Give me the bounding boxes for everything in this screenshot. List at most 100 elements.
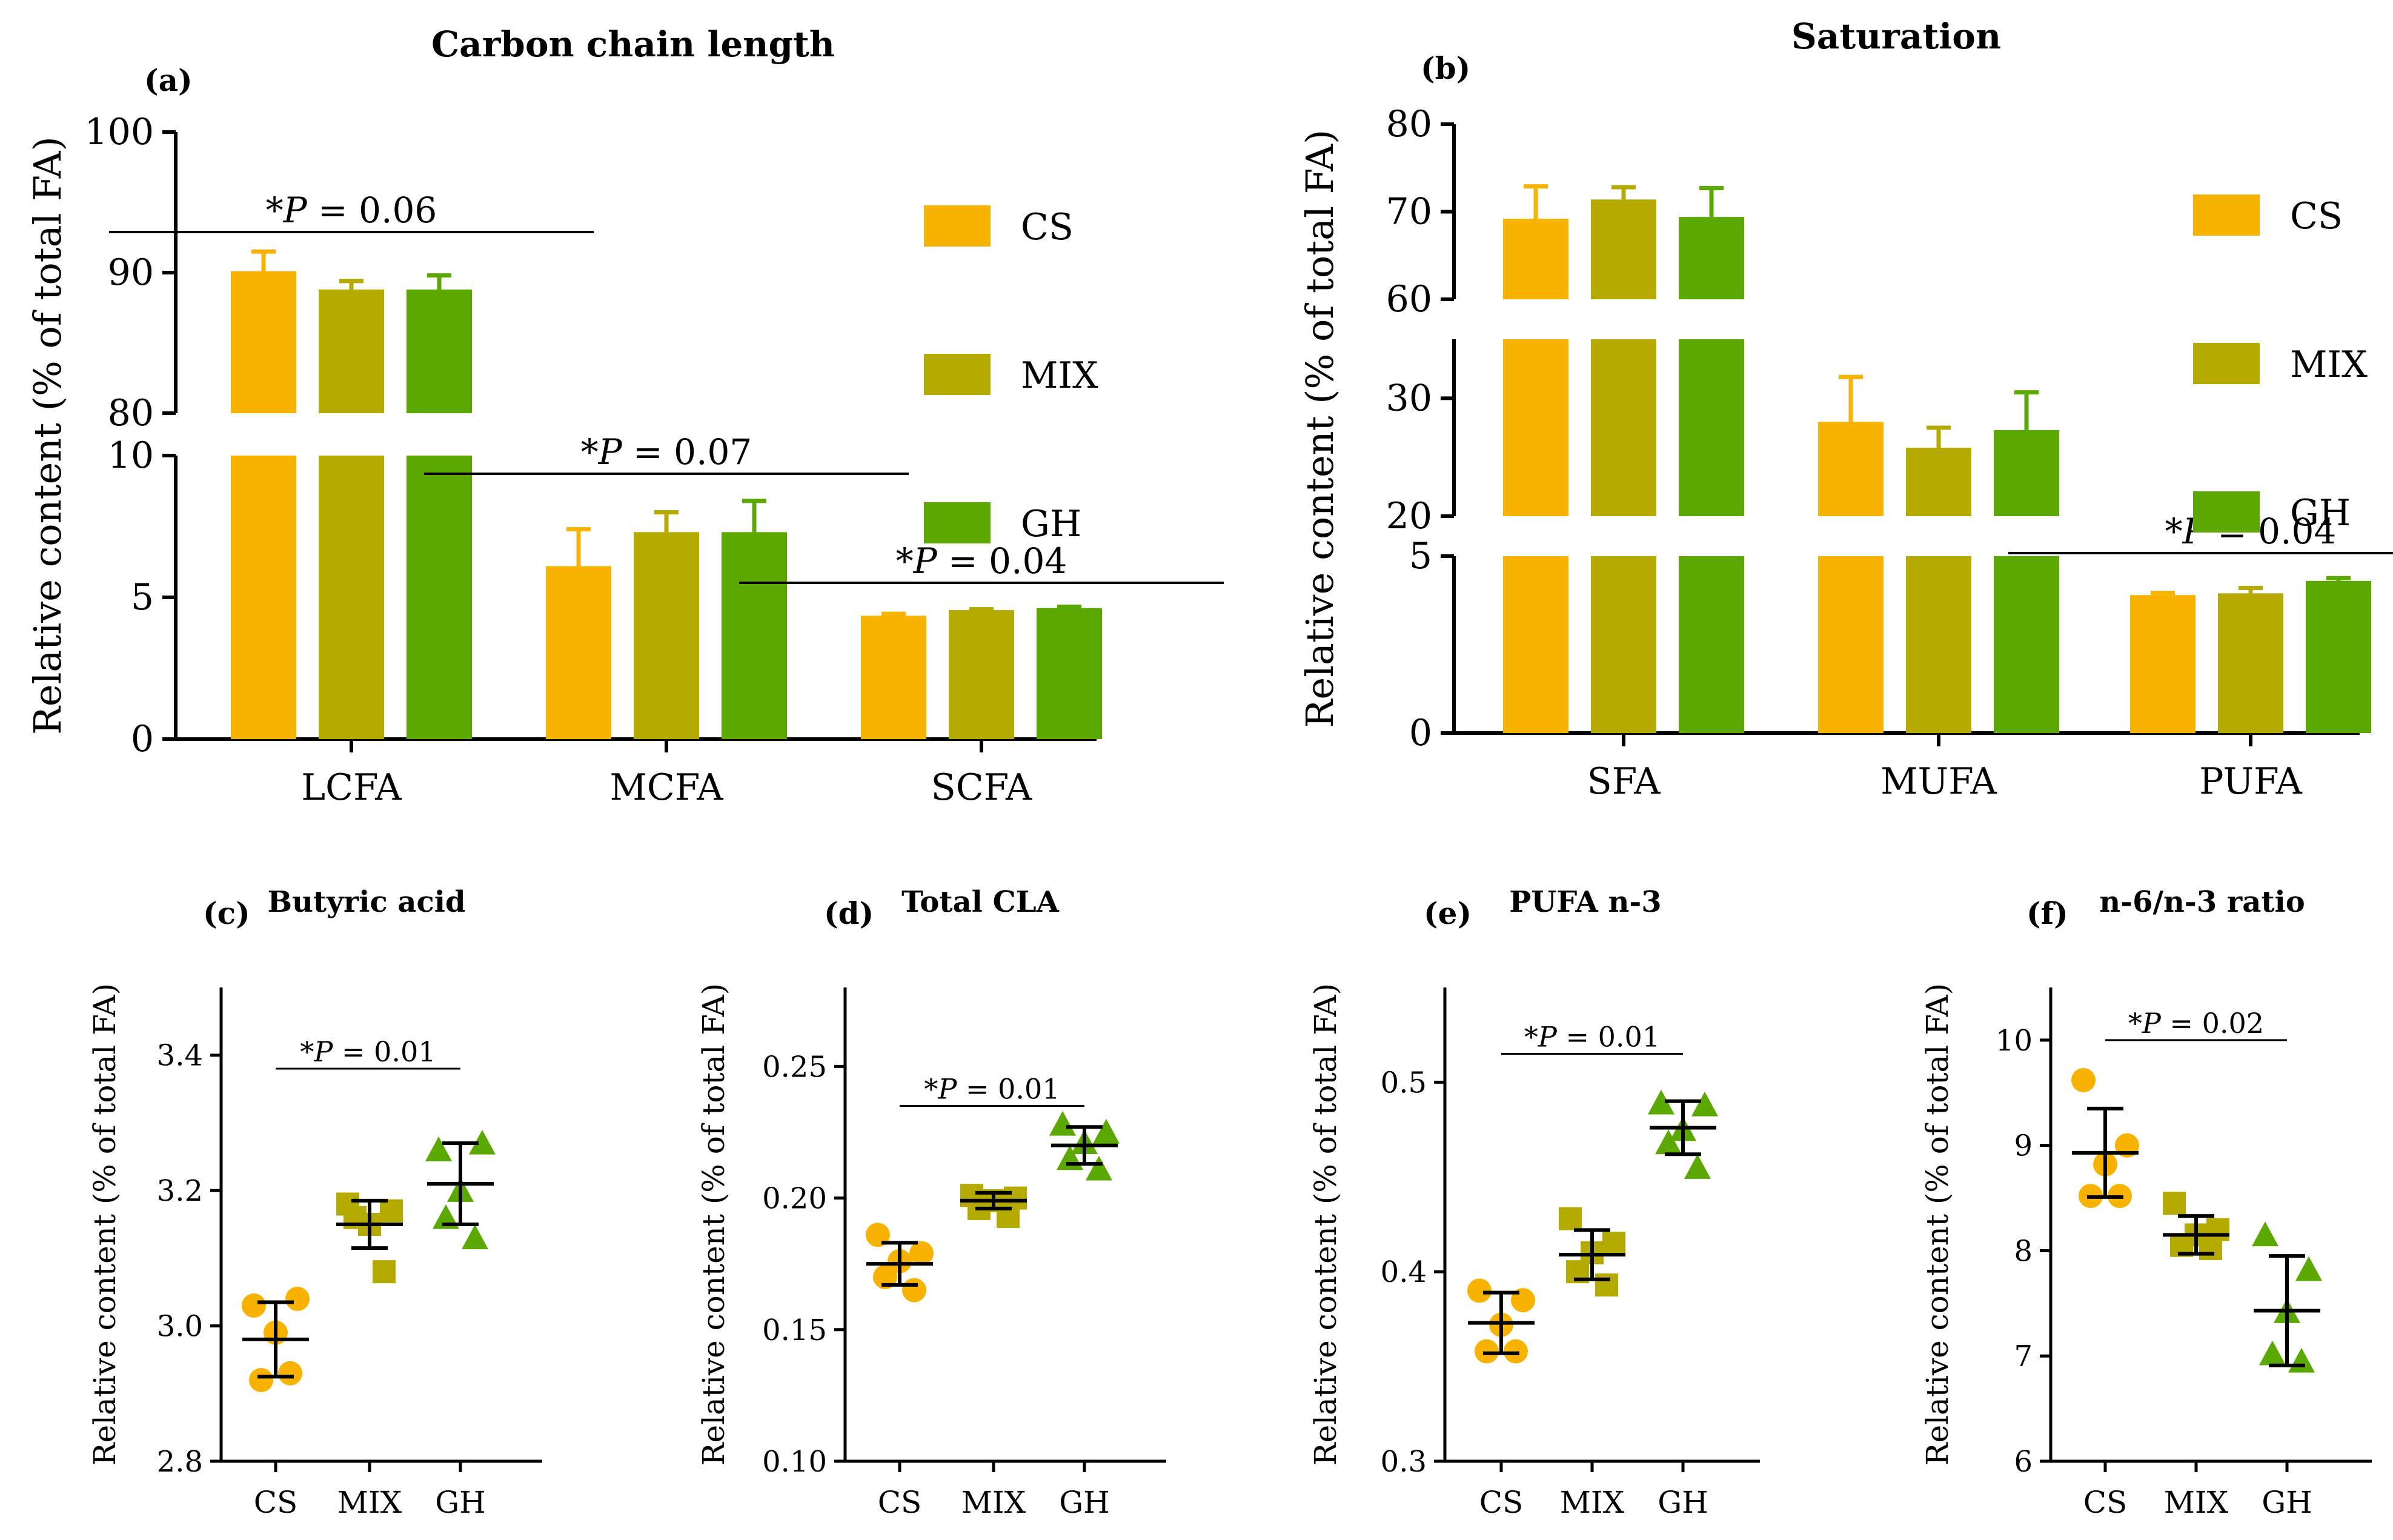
bar-cs-sfa [1503, 556, 1568, 733]
significance-value: = 0.02 [2161, 1007, 2264, 1040]
significance-label: *P = 0.06 [266, 190, 437, 231]
x-tick-label: GH [2262, 1485, 2312, 1520]
data-point-gh [1086, 1155, 1112, 1181]
bar-gh-lcfa [407, 289, 472, 413]
bar-mix-scfa [949, 610, 1014, 739]
bar-chart-b: Saturation (b) Relative content (% of tota… [1298, 16, 2393, 803]
data-point-cs [1475, 1339, 1499, 1364]
bar-mix-pufa [2218, 593, 2283, 733]
significance-p: P [937, 1073, 957, 1106]
legend-swatch-cs [2193, 194, 2260, 236]
dot-chart-f: (f) n-6/n-3 ratio Relative content (% of t… [1920, 885, 2372, 1520]
y-tick-label: 80 [1386, 103, 1432, 145]
data-point-cs [278, 1361, 302, 1386]
bar-cs-lcfa [231, 271, 296, 413]
chart-title: Saturation [1791, 16, 2001, 57]
panel-label: (e) [1424, 895, 1472, 931]
chart-title: n-6/n-3 ratio [2099, 885, 2305, 919]
x-tick-label: GH [1059, 1485, 1110, 1520]
x-tick-label: MIX [2164, 1485, 2229, 1520]
y-tick-label: 2.8 [157, 1445, 203, 1479]
significance-value: = 0.01 [333, 1035, 436, 1068]
chart-title: Butyric acid [267, 885, 465, 919]
data-point-cs [902, 1278, 926, 1303]
significance-p: P [2142, 1007, 2162, 1040]
bar-mix-mcfa [634, 532, 699, 739]
legend-swatch-mix [2193, 343, 2260, 384]
data-point-gh [2252, 1221, 2278, 1247]
y-tick-label: 3.2 [157, 1174, 203, 1208]
data-point-gh [2295, 1256, 2322, 1281]
bar-mix-mufa [1906, 448, 1971, 516]
y-tick-label: 60 [1386, 278, 1432, 320]
x-tick-label: GH [435, 1485, 486, 1520]
y-axis-label: Relative content (% of total FA) [25, 136, 70, 735]
data-point-cs [2071, 1067, 2096, 1092]
data-point-cs [1467, 1278, 1492, 1303]
significance-label: *P = 0.04 [896, 540, 1067, 582]
dot-chart-e: (e) PUFA n-3 Relative content (% of total … [1308, 885, 1760, 1520]
data-point-gh [469, 1129, 496, 1155]
significance-label: *P = 0.02 [2128, 1007, 2264, 1040]
bar-gh-mufa [1994, 430, 2059, 516]
y-tick-label: 8 [2014, 1234, 2033, 1268]
bar-cs-mufa [1818, 422, 1884, 516]
bar-cs-mcfa [546, 566, 611, 739]
significance-prefix: * [2128, 1007, 2142, 1040]
significance-label: *P = 0.01 [924, 1073, 1060, 1106]
y-tick-label: 0.20 [762, 1182, 827, 1216]
chart-title: PUFA n-3 [1509, 885, 1661, 919]
y-tick-label: 0 [1409, 712, 1432, 754]
legend-label: MIX [2290, 344, 2368, 386]
y-tick-label: 9 [2014, 1129, 2033, 1163]
x-tick-label: MIX [961, 1485, 1026, 1520]
y-axis-label: Relative content (% of total FA) [696, 983, 731, 1465]
data-point-gh [2259, 1340, 2286, 1366]
significance-value: = 0.01 [1557, 1020, 1660, 1053]
bar-gh-sfa [1679, 339, 1744, 516]
legend-label: GH [2290, 492, 2351, 534]
legend-label: MIX [1021, 354, 1098, 397]
x-tick-label: CS [878, 1485, 922, 1520]
significance-value: = 0.06 [307, 190, 437, 231]
significance-label: *P = 0.01 [300, 1035, 436, 1068]
y-axis-label: Relative content (% of total FA) [87, 983, 122, 1465]
y-tick-label: 0.10 [762, 1445, 827, 1479]
significance-prefix: * [266, 190, 284, 231]
significance-label: *P = 0.01 [1524, 1020, 1660, 1053]
significance-p: P [313, 1035, 333, 1068]
data-point-mix [1559, 1207, 1582, 1230]
bar-mix-sfa [1591, 199, 1656, 299]
significance-prefix: * [896, 540, 914, 582]
legend-label: GH [1021, 503, 1081, 545]
bar-cs-scfa [861, 616, 926, 739]
bar-gh-scfa [1037, 608, 1102, 739]
panel-label: (b) [1421, 50, 1470, 86]
significance-prefix: * [2165, 511, 2183, 552]
significance-value: = 0.07 [622, 431, 752, 473]
x-tick-label: GH [1658, 1485, 1708, 1520]
panel-label: (c) [203, 895, 250, 931]
data-point-gh [1684, 1154, 1711, 1179]
data-point-gh [425, 1137, 452, 1161]
y-axis-label: Relative content (% of total FA) [1920, 983, 1955, 1465]
y-tick-label: 0.5 [1381, 1066, 1427, 1100]
significance-label: *P = 0.07 [581, 431, 752, 473]
significance-prefix: * [1524, 1020, 1538, 1053]
y-axis-label: Relative content (% of total FA) [1298, 130, 1342, 728]
bar-gh-sfa [1679, 217, 1744, 299]
data-point-mix [1602, 1232, 1625, 1255]
y-tick-label: 6 [2014, 1445, 2033, 1479]
bar-gh-sfa [1679, 556, 1744, 733]
bar-gh-pufa [2306, 580, 2371, 733]
data-point-mix [373, 1260, 396, 1284]
legend-label: CS [1021, 206, 1074, 248]
bar-cs-lcfa [231, 456, 296, 739]
legend-swatch-mix [924, 354, 991, 395]
significance-value: = 0.04 [937, 540, 1067, 582]
data-point-cs [1504, 1339, 1528, 1364]
data-point-gh [1655, 1129, 1682, 1155]
bar-cs-mufa [1818, 556, 1884, 733]
data-point-cs [873, 1264, 897, 1289]
y-tick-label: 100 [84, 111, 154, 153]
